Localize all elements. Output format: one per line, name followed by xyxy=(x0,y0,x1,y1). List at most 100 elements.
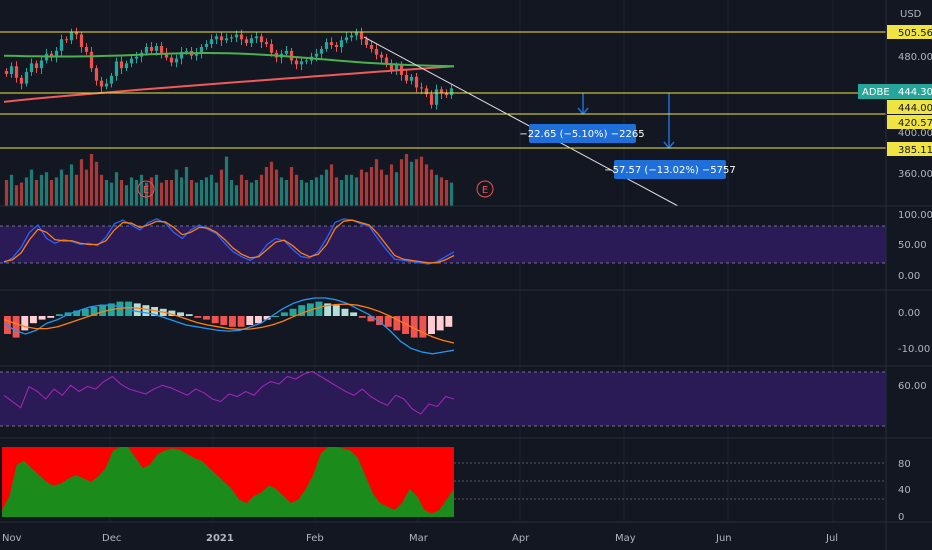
candle-body xyxy=(14,66,19,78)
volume-bar xyxy=(184,167,189,206)
candle-body xyxy=(159,46,164,53)
macd-hist-bar xyxy=(246,316,254,325)
volume-bar xyxy=(439,177,444,206)
volume-bar xyxy=(29,169,34,206)
candle-body xyxy=(184,50,189,52)
time-label: May xyxy=(615,533,636,544)
macd-hist-bar xyxy=(237,316,245,327)
volume-bar xyxy=(104,180,109,206)
macd-hist-bar xyxy=(151,307,159,316)
candle-body xyxy=(319,48,324,54)
volume-bar xyxy=(324,169,329,206)
earnings-marker[interactable]: E xyxy=(137,180,155,198)
macd-hist-bar xyxy=(419,316,427,338)
candle-body xyxy=(149,46,154,51)
ticker-price-tag[interactable]: ADBE 444.30 xyxy=(858,84,932,99)
macd-hist-bar xyxy=(133,303,141,316)
volume-bar xyxy=(279,177,284,206)
macd-hist-bar xyxy=(12,316,20,338)
volume-bar xyxy=(294,174,299,206)
level-tag-420[interactable]: 420.57 xyxy=(887,115,932,129)
volume-bar xyxy=(114,172,119,206)
candle-body xyxy=(234,34,239,38)
macd-tick: -10.00 xyxy=(898,344,930,355)
volume-bar xyxy=(59,169,64,206)
candle-body xyxy=(19,77,24,84)
volume-bar xyxy=(309,180,314,206)
candle-body xyxy=(154,46,159,51)
currency-label: USD xyxy=(900,9,922,20)
candle-body xyxy=(59,39,64,51)
volume-bar xyxy=(14,185,19,206)
volume-bar xyxy=(119,180,124,206)
time-label: Apr xyxy=(512,533,530,544)
candle-body xyxy=(74,32,79,35)
level-tag-444[interactable]: 444.00 xyxy=(887,100,932,114)
candle-body xyxy=(144,46,149,53)
candle-body xyxy=(444,93,449,96)
volume-bar xyxy=(389,164,394,206)
volume-bar xyxy=(174,169,179,206)
volume-bar xyxy=(79,159,84,206)
volume-bar xyxy=(284,180,289,206)
volume-bar xyxy=(359,169,364,206)
stoch-tick: 50.00 xyxy=(898,240,927,251)
price-tick: 360.00 xyxy=(898,169,932,180)
sma-slow-line xyxy=(3,65,455,103)
macd-hist-bar xyxy=(47,316,55,318)
macd-signal-line xyxy=(3,303,455,344)
volume-bar xyxy=(24,177,29,206)
sentiment-tick: 80 xyxy=(898,459,911,470)
candle-body xyxy=(39,60,44,69)
svg-text:ADBE: ADBE xyxy=(862,87,890,98)
macd-tick: 0.00 xyxy=(898,308,920,319)
candle-body xyxy=(34,63,39,69)
volume-bar xyxy=(9,174,14,206)
candle-body xyxy=(379,54,384,58)
measurement-label-2[interactable]: −57.57 (−13.02%) −5757 xyxy=(604,160,736,179)
candle-body xyxy=(349,35,354,38)
svg-text:−22.65 (−5.10%) −2265: −22.65 (−5.10%) −2265 xyxy=(519,129,644,140)
stoch-k-line xyxy=(3,218,455,265)
measurement-label-1[interactable]: −22.65 (−5.10%) −2265 xyxy=(519,124,645,143)
candle-body xyxy=(294,60,299,65)
macd-hist-bar xyxy=(393,316,401,331)
candle-body xyxy=(134,56,139,59)
earnings-marker[interactable]: E xyxy=(476,180,494,198)
macd-hist-bar xyxy=(203,316,210,320)
level-tag-385[interactable]: 385.11 xyxy=(887,142,932,156)
candle-body xyxy=(229,37,234,39)
volume-bar xyxy=(204,177,209,206)
macd-hist-bar xyxy=(254,316,262,324)
candle-body xyxy=(209,39,214,45)
volume-bar xyxy=(74,174,79,206)
sentiment-tick: 0 xyxy=(898,512,904,523)
level-tag-505[interactable]: 505.56 xyxy=(887,25,932,39)
volume-bar xyxy=(164,180,169,206)
candle-body xyxy=(29,63,34,73)
macd-hist-bar xyxy=(177,312,184,316)
candle-body xyxy=(219,36,224,41)
time-label: Dec xyxy=(102,533,121,544)
candle-body xyxy=(224,38,229,41)
volume-bar xyxy=(364,172,369,206)
candle-body xyxy=(254,36,259,39)
volume-bar xyxy=(404,154,409,206)
volume-bar xyxy=(209,174,214,206)
volume-bar xyxy=(4,180,9,206)
volume-bar xyxy=(339,180,344,206)
volume-bar xyxy=(259,174,264,206)
candle-body xyxy=(289,50,294,61)
macd-hist-bar xyxy=(211,316,219,324)
candle-body xyxy=(449,88,454,96)
macd-hist-bar xyxy=(229,316,236,327)
volume-bar xyxy=(419,156,424,206)
macd-hist-bar xyxy=(341,308,349,316)
candle-body xyxy=(104,83,109,87)
candle-body xyxy=(324,42,329,49)
macd-hist-bar xyxy=(358,316,366,318)
candle-body xyxy=(414,76,419,88)
macd-hist-bar xyxy=(324,303,332,316)
volume-bar xyxy=(229,180,234,206)
